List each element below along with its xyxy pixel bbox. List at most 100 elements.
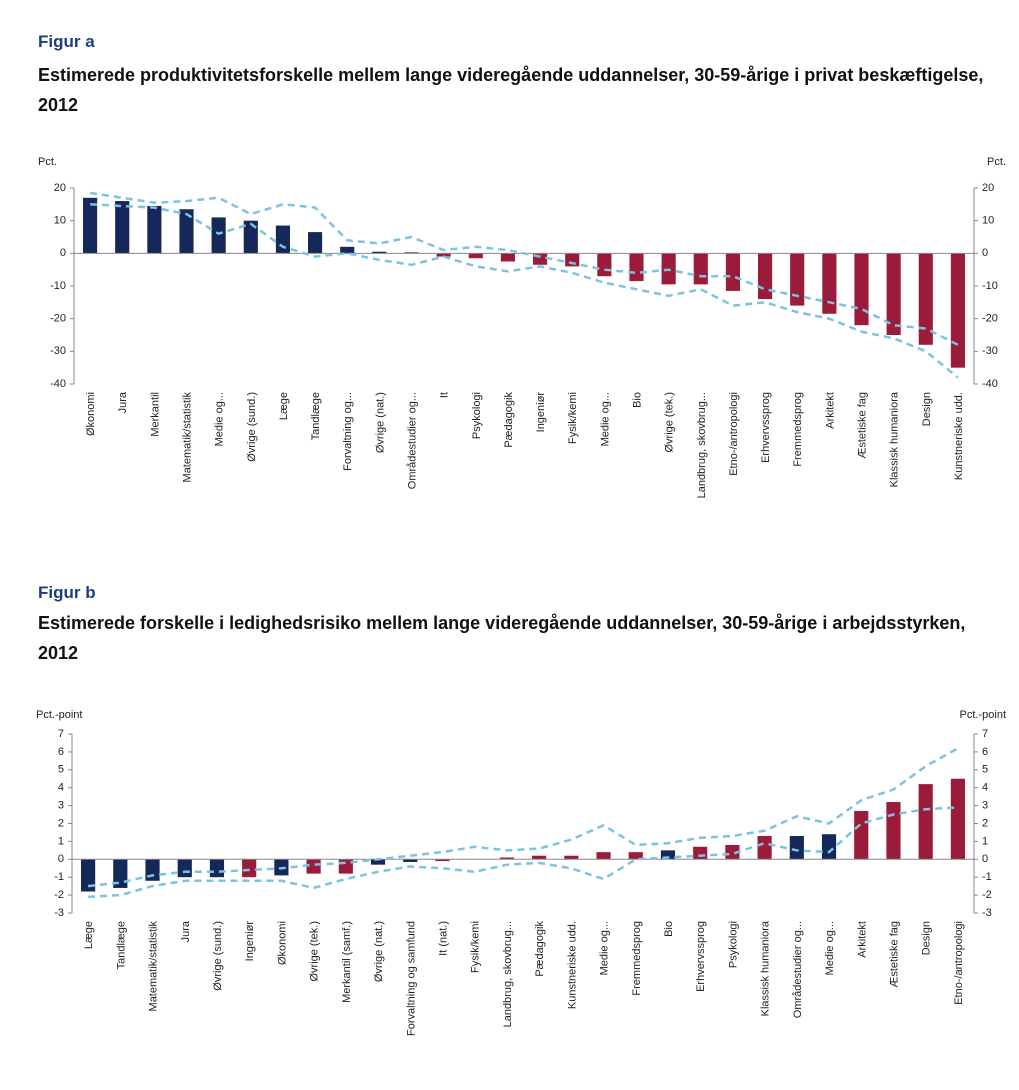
bar xyxy=(757,836,772,860)
x-tick-label: Øvrige (nat.) xyxy=(373,921,385,982)
bar xyxy=(115,201,130,254)
y2-tick-label: 20 xyxy=(982,182,994,194)
x-tick-label: Merkantil (samf.) xyxy=(341,921,353,1003)
x-tick-label: Øvrige (sund.) xyxy=(246,392,258,462)
x-tick-label: Områdestudier og... xyxy=(792,921,804,1018)
bar xyxy=(854,253,869,326)
y-tick-label: 20 xyxy=(54,182,66,194)
x-tick-label: Æstetiske fag xyxy=(888,921,900,988)
x-tick-label: Klassisk humaniora xyxy=(760,920,772,1016)
bar xyxy=(308,232,323,254)
x-tick-label: Økonomi xyxy=(85,392,97,436)
x-tick-label: Ingeniør xyxy=(535,392,547,433)
bar xyxy=(532,855,547,860)
bar xyxy=(950,253,965,368)
bar xyxy=(177,859,192,878)
bar xyxy=(500,253,515,262)
bar xyxy=(147,205,162,254)
x-tick-label: Kunstneriske udd. xyxy=(953,392,965,480)
x-tick-label: Landbrug, skovbrug... xyxy=(696,392,708,498)
bar xyxy=(725,253,740,291)
x-tick-label: Læge xyxy=(83,921,95,949)
x-tick-label: Øvrige (tek.) xyxy=(664,392,676,453)
figure-label: Figur b xyxy=(38,583,96,602)
x-tick-label: Etno-/antropologi xyxy=(953,921,965,1005)
bar xyxy=(660,850,676,860)
bar xyxy=(821,834,837,860)
bar xyxy=(596,852,611,860)
bar xyxy=(629,253,644,282)
bar xyxy=(628,852,643,860)
y2-tick-label: -3 xyxy=(982,907,992,919)
y-tick-label: 4 xyxy=(58,782,64,794)
x-tick-label: Erhvervssprog xyxy=(695,921,707,992)
x-tick-label: Jura xyxy=(117,391,129,413)
bar xyxy=(693,253,708,285)
y-tick-label: -1 xyxy=(54,871,64,883)
y2-tick-label: 7 xyxy=(982,728,988,740)
y-tick-label: -30 xyxy=(50,345,66,357)
x-tick-label: Psykologi xyxy=(727,921,739,968)
x-tick-label: Tandlæge xyxy=(310,392,322,440)
x-tick-label: Områdestudier og... xyxy=(407,392,419,489)
x-tick-label: It xyxy=(439,392,451,398)
y-tick-label: 5 xyxy=(58,764,64,776)
x-tick-label: Øvrige (sund.) xyxy=(212,921,224,991)
bar xyxy=(564,855,579,860)
y2-tick-label: 4 xyxy=(982,782,988,794)
y-tick-label: -40 xyxy=(50,378,66,390)
x-tick-label: Erhvervssprog xyxy=(760,392,772,463)
x-tick-label: Jura xyxy=(180,920,192,942)
bar xyxy=(950,778,965,860)
bar xyxy=(340,246,355,254)
x-tick-label: Pædagogik xyxy=(534,921,546,977)
confidence-band xyxy=(87,747,959,888)
y2-tick-label: 0 xyxy=(982,247,988,259)
x-tick-label: Fremmedsprog xyxy=(792,392,804,467)
bar xyxy=(918,253,933,345)
bar xyxy=(209,859,225,878)
y2-tick-label: -10 xyxy=(982,280,998,292)
x-tick-label: Arkitekt xyxy=(824,392,836,429)
y-tick-label: 0 xyxy=(58,853,64,865)
x-tick-label: Medie og... xyxy=(214,392,226,446)
bar xyxy=(372,251,387,254)
bar xyxy=(565,253,580,267)
x-tick-label: Merkantil xyxy=(149,392,161,437)
y-tick-label: 0 xyxy=(60,247,66,259)
bar xyxy=(211,217,226,254)
y2-tick-label: 3 xyxy=(982,800,988,812)
x-tick-label: Forvaltning og... xyxy=(342,392,354,471)
y2-tick-label: -20 xyxy=(982,313,998,325)
chart-title: Estimerede produktivitetsforskelle melle… xyxy=(38,65,984,115)
y-tick-label: -2 xyxy=(54,889,64,901)
x-tick-label: Design xyxy=(921,392,933,426)
bar xyxy=(597,253,612,277)
bar xyxy=(725,844,740,860)
x-tick-label: Landbrug, skovbrug... xyxy=(502,921,514,1027)
x-tick-label: Matematik/statistik xyxy=(148,921,160,1012)
bar xyxy=(436,253,451,257)
bar xyxy=(179,209,194,254)
confidence-band xyxy=(88,806,958,899)
bar xyxy=(789,836,804,860)
y2-tick-label: 2 xyxy=(982,817,988,829)
x-tick-label: Pædagogik xyxy=(503,392,515,448)
bar xyxy=(81,859,96,892)
bar xyxy=(533,253,548,265)
x-tick-label: Psykologi xyxy=(471,392,483,439)
y-axis-label: Pct.-point xyxy=(36,709,82,721)
y-tick-label: 10 xyxy=(54,215,66,227)
y-tick-label: -20 xyxy=(50,313,66,325)
y-tick-label: 2 xyxy=(58,817,64,829)
x-tick-label: Arkitekt xyxy=(856,921,868,958)
y-tick-label: 3 xyxy=(58,800,64,812)
x-tick-label: Tandlæge xyxy=(115,921,127,969)
bar xyxy=(693,846,708,860)
y2-tick-label: 6 xyxy=(982,746,988,758)
bar xyxy=(275,225,290,254)
y-tick-label: -10 xyxy=(50,280,66,292)
x-tick-label: Medie og... xyxy=(599,921,611,975)
x-tick-label: Etno-/antropologi xyxy=(728,392,740,476)
